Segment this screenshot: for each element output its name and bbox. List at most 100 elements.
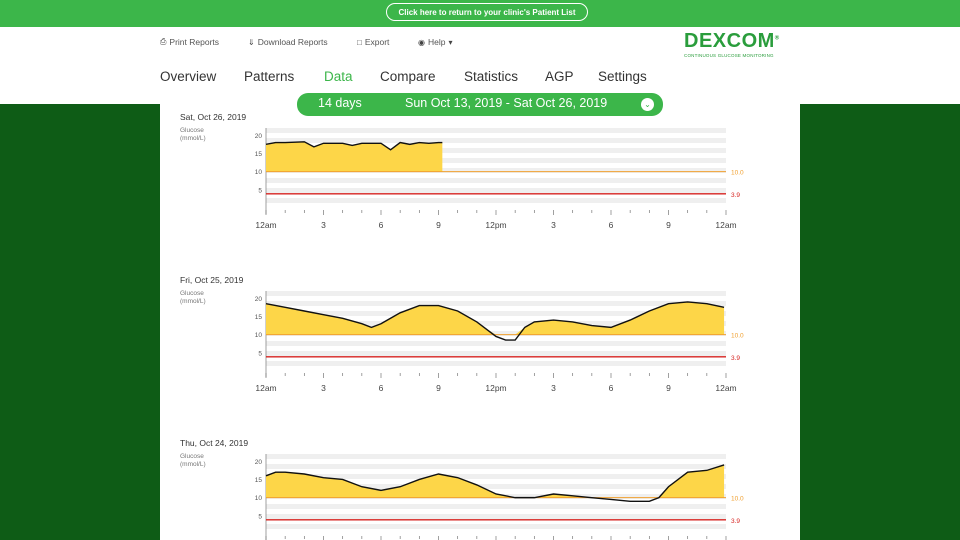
- x-tick-label: 6: [609, 383, 614, 393]
- y-axis-label-2: Glucose (mmol/L): [180, 290, 206, 306]
- grid-band: [266, 514, 726, 519]
- glucose-trace: [265, 141, 443, 151]
- print-reports-link[interactable]: ⎙ Print Reports: [160, 37, 219, 47]
- y-tick-label: 5: [258, 513, 262, 520]
- y-tick-label: 15: [255, 151, 263, 158]
- y-tick-label: 20: [255, 296, 263, 303]
- y-label-line2: (mmol/L): [180, 461, 206, 468]
- grid-band: [266, 341, 726, 346]
- y-tick-label: 10: [255, 332, 263, 339]
- day-title-3: Thu, Oct 24, 2019: [180, 438, 249, 448]
- y-label-line1: Glucose: [180, 453, 204, 460]
- day-title-2: Fri, Oct 25, 2019: [180, 275, 244, 285]
- y-tick-label: 15: [255, 314, 263, 321]
- glucose-high-area: [266, 301, 725, 335]
- glucose-trace: [265, 301, 725, 341]
- grid-band: [266, 484, 726, 489]
- glucose-trace: [265, 464, 725, 502]
- x-tick-label: 3: [321, 383, 326, 393]
- y-label-line1: Glucose: [180, 290, 204, 297]
- grid-band: [266, 311, 726, 316]
- y-tick-label: 5: [258, 187, 262, 194]
- x-tick-label: 3: [551, 220, 556, 230]
- grid-band: [266, 138, 726, 143]
- chevron-down-icon[interactable]: ⌄: [641, 98, 654, 111]
- range-days: 14 days: [318, 96, 362, 110]
- grid-band: [266, 198, 726, 203]
- x-tick-label: 6: [379, 220, 384, 230]
- dexcom-logo: DEXCOM®: [684, 30, 780, 52]
- tab-agp[interactable]: AGP: [545, 69, 574, 84]
- tab-patterns[interactable]: Patterns: [244, 69, 295, 84]
- y-tick-label: 15: [255, 477, 263, 484]
- top-banner: Click here to return to your clinic's Pa…: [0, 0, 960, 27]
- range-dates: Sun Oct 13, 2019 - Sat Oct 26, 2019: [405, 96, 608, 110]
- header: ⎙ Print Reports ⇓ Download Reports □ Exp…: [0, 27, 960, 104]
- glucose-high-area: [266, 464, 725, 498]
- return-to-patient-list-button[interactable]: Click here to return to your clinic's Pa…: [386, 3, 588, 21]
- x-tick-label: 3: [551, 383, 556, 393]
- help-label: Help: [427, 37, 446, 47]
- grid-band: [266, 168, 726, 173]
- x-tick-label: 12am: [715, 383, 736, 393]
- x-tick-label: 3: [321, 220, 326, 230]
- y-label-line2: (mmol/L): [180, 135, 206, 142]
- y-tick-label: 5: [258, 350, 262, 357]
- x-tick-label: 6: [379, 383, 384, 393]
- grid-band: [266, 524, 726, 529]
- x-tick-label: 12am: [255, 220, 276, 230]
- y-tick-label: 10: [255, 495, 263, 502]
- grid-band: [266, 331, 726, 336]
- tab-overview[interactable]: Overview: [160, 69, 217, 84]
- tab-statistics[interactable]: Statistics: [464, 69, 519, 84]
- grid-band: [266, 178, 726, 183]
- download-icon: ⇓: [248, 37, 255, 47]
- daily-charts-panel: Sat, Oct 26, 2019 Glucose (mmol/L) Fri, O…: [160, 104, 800, 540]
- grid-band: [266, 321, 726, 326]
- y-axis-label-3: Glucose (mmol/L): [180, 453, 206, 469]
- tab-settings[interactable]: Settings: [598, 69, 647, 84]
- tab-data[interactable]: Data: [324, 69, 353, 84]
- download-reports-label: Download Reports: [257, 37, 328, 47]
- y-axis-label-1: Glucose (mmol/L): [180, 127, 206, 143]
- printer-icon: ⎙: [160, 37, 167, 46]
- date-range-selector[interactable]: 14 days Sun Oct 13, 2019 - Sat Oct 26, 2…: [297, 93, 663, 116]
- x-tick-label: 9: [436, 220, 441, 230]
- grid-band: [266, 464, 726, 469]
- x-tick-label: 9: [666, 220, 671, 230]
- grid-band: [266, 148, 726, 153]
- export-link[interactable]: □ Export: [357, 37, 389, 47]
- low-threshold-label: 3.9: [731, 355, 740, 362]
- help-menu[interactable]: ◉ Help ▾: [418, 37, 452, 47]
- y-label-line1: Glucose: [180, 127, 204, 134]
- caret-down-icon: ▾: [448, 37, 453, 47]
- grid-band: [266, 351, 726, 356]
- x-tick-label: 12pm: [485, 383, 506, 393]
- x-tick-label: 12pm: [485, 220, 506, 230]
- grid-band: [266, 504, 726, 509]
- tab-compare[interactable]: Compare: [380, 69, 436, 84]
- low-threshold-label: 3.9: [731, 192, 740, 199]
- y-tick-label: 20: [255, 459, 263, 466]
- x-tick-label: 12am: [255, 383, 276, 393]
- grid-band: [266, 474, 726, 479]
- high-threshold-label: 10.0: [731, 170, 744, 177]
- grid-band: [266, 454, 726, 459]
- x-tick-label: 12am: [715, 220, 736, 230]
- logo-tagline: CONTINUOUS GLUCOSE MONITORING: [684, 53, 774, 58]
- grid-band: [266, 188, 726, 193]
- export-label: Export: [364, 37, 390, 47]
- y-label-line2: (mmol/L): [180, 298, 206, 305]
- print-reports-label: Print Reports: [169, 37, 220, 47]
- day-title-1: Sat, Oct 26, 2019: [180, 112, 247, 122]
- high-threshold-label: 10.0: [731, 496, 744, 503]
- high-threshold-label: 10.0: [731, 333, 744, 340]
- y-tick-label: 10: [255, 169, 263, 176]
- grid-band: [266, 128, 726, 133]
- logo-name: DEXCOM: [684, 30, 775, 52]
- x-tick-label: 9: [666, 383, 671, 393]
- y-tick-label: 20: [255, 133, 263, 140]
- glucose-high-area: [266, 141, 443, 172]
- download-reports-link[interactable]: ⇓ Download Reports: [248, 37, 328, 47]
- grid-band: [266, 361, 726, 366]
